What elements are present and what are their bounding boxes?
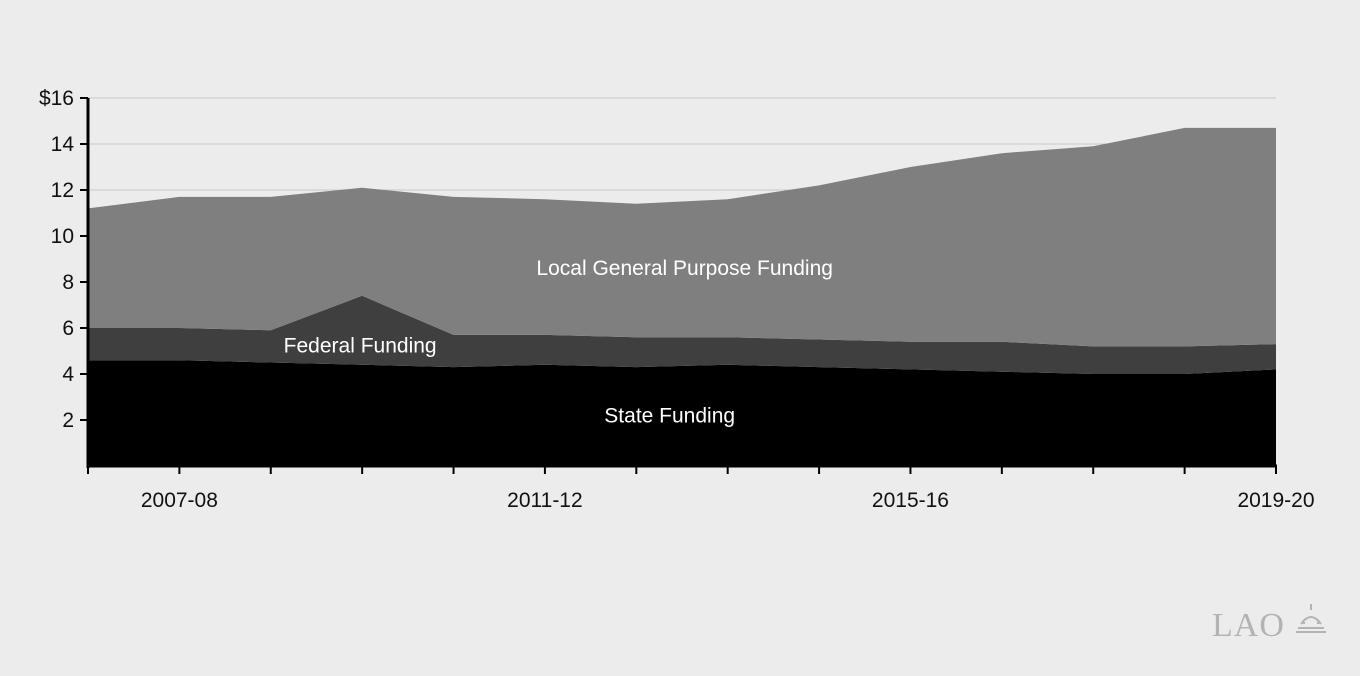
y-tick-label: 14 [51,133,75,156]
y-tick-label: 10 [51,225,74,248]
y-tick-label: 4 [62,363,74,386]
area-series [88,127,1276,466]
x-tick-label: 2019-20 [1237,489,1314,512]
y-tick-label: 8 [62,271,74,294]
lao-logo: LAO [1212,604,1326,644]
capitol-dome-icon [1296,604,1326,633]
area-federal-funding [88,295,1276,374]
y-tick-label: 6 [62,317,74,340]
label-local-general-purpose-funding: Local General Purpose Funding [536,257,833,280]
area-local-general-purpose-funding [88,127,1276,347]
area-state-funding [88,360,1276,466]
x-tick-label: 2011-12 [507,489,583,512]
x-tick-label: 2015-16 [872,489,949,512]
y-tick-label: 12 [51,179,74,202]
x-tick-label: 2007-08 [141,489,218,512]
series-labels: State Funding Federal Funding Local Genera… [284,257,833,427]
axes: 2 4 6 8 10 12 14 $16 2007-08 2011-12 2015-16 2019-2… [39,87,1315,512]
y-tick-label: $16 [39,87,74,110]
y-tick-label: 2 [62,409,74,432]
label-state-funding: State Funding [604,404,735,427]
lao-logo-text: LAO [1212,607,1285,644]
label-federal-funding: Federal Funding [284,334,437,357]
